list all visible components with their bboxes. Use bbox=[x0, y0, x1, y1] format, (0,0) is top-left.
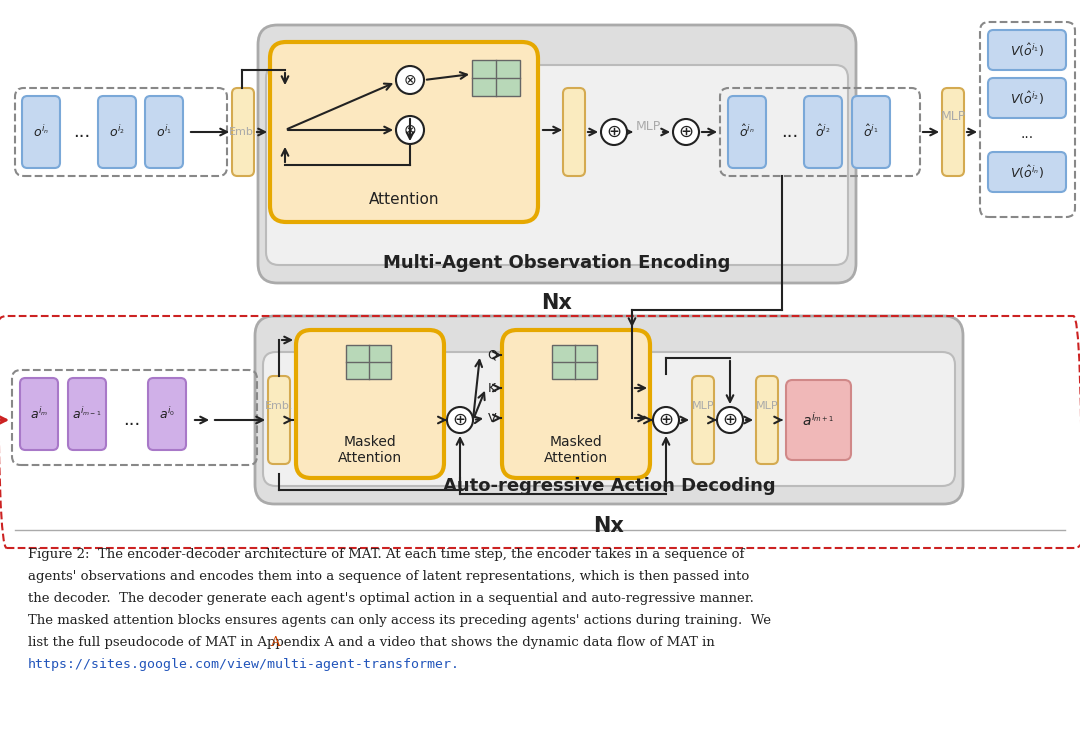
Text: $o^{i_2}$: $o^{i_2}$ bbox=[109, 124, 125, 140]
Text: ...: ... bbox=[123, 411, 140, 429]
FancyBboxPatch shape bbox=[804, 96, 842, 168]
Circle shape bbox=[396, 116, 424, 144]
Text: the decoder.  The decoder generate each agent's optimal action in a sequential a: the decoder. The decoder generate each a… bbox=[28, 592, 754, 605]
FancyBboxPatch shape bbox=[232, 88, 254, 176]
Bar bbox=[472, 60, 519, 96]
FancyBboxPatch shape bbox=[68, 378, 106, 450]
Text: https://sites.google.com/view/multi-agent-transformer.: https://sites.google.com/view/multi-agen… bbox=[28, 658, 460, 671]
FancyBboxPatch shape bbox=[988, 78, 1066, 118]
FancyBboxPatch shape bbox=[852, 96, 890, 168]
FancyBboxPatch shape bbox=[98, 96, 136, 168]
Text: $\oplus$: $\oplus$ bbox=[678, 123, 693, 141]
FancyBboxPatch shape bbox=[22, 96, 60, 168]
Text: $V(\hat{o}^{i_2})$: $V(\hat{o}^{i_2})$ bbox=[1010, 90, 1044, 107]
Bar bbox=[552, 345, 597, 379]
Text: $\hat{o}^{i_n}$: $\hat{o}^{i_n}$ bbox=[739, 124, 755, 140]
FancyBboxPatch shape bbox=[563, 88, 585, 176]
Circle shape bbox=[673, 119, 699, 145]
Text: Masked
Attention: Masked Attention bbox=[544, 435, 608, 465]
Text: $V(\hat{o}^{i_n})$: $V(\hat{o}^{i_n})$ bbox=[1010, 164, 1044, 180]
Text: $V(\hat{o}^{i_1})$: $V(\hat{o}^{i_1})$ bbox=[1010, 42, 1044, 58]
FancyBboxPatch shape bbox=[266, 65, 848, 265]
FancyBboxPatch shape bbox=[786, 380, 851, 460]
Text: $\hat{o}^{i_2}$: $\hat{o}^{i_2}$ bbox=[815, 124, 831, 140]
FancyBboxPatch shape bbox=[145, 96, 183, 168]
FancyBboxPatch shape bbox=[255, 316, 963, 504]
Text: Attention: Attention bbox=[368, 193, 440, 207]
FancyBboxPatch shape bbox=[264, 352, 955, 486]
Text: Auto-regressive Action Decoding: Auto-regressive Action Decoding bbox=[443, 477, 775, 495]
Text: Emb.: Emb. bbox=[229, 127, 257, 137]
Text: $\oplus$: $\oplus$ bbox=[453, 411, 468, 429]
Text: A: A bbox=[270, 636, 280, 649]
Circle shape bbox=[600, 119, 627, 145]
Text: Figure 2:  The encoder-decoder architecture of MAT. At each time step, the encod: Figure 2: The encoder-decoder architectu… bbox=[28, 548, 744, 561]
Circle shape bbox=[717, 407, 743, 433]
Text: $a^{i_{m+1}}$: $a^{i_{m+1}}$ bbox=[801, 411, 834, 429]
Text: ...: ... bbox=[1021, 127, 1034, 141]
Text: list the full pseudocode of MAT in Appendix A and a video that shows the dynamic: list the full pseudocode of MAT in Appen… bbox=[28, 636, 715, 649]
Text: ...: ... bbox=[73, 123, 91, 141]
Bar bbox=[346, 345, 391, 379]
Text: MLP: MLP bbox=[635, 120, 661, 134]
FancyBboxPatch shape bbox=[148, 378, 186, 450]
FancyBboxPatch shape bbox=[756, 376, 778, 464]
Text: $o^{i_1}$: $o^{i_1}$ bbox=[156, 124, 172, 140]
Text: K: K bbox=[488, 382, 496, 394]
FancyBboxPatch shape bbox=[502, 330, 650, 478]
Text: Nx: Nx bbox=[594, 516, 624, 536]
Text: $a^{i_0}$: $a^{i_0}$ bbox=[159, 406, 175, 422]
Text: V: V bbox=[488, 412, 496, 425]
Text: Emb.: Emb. bbox=[265, 401, 294, 411]
FancyBboxPatch shape bbox=[21, 378, 58, 450]
FancyBboxPatch shape bbox=[270, 42, 538, 222]
FancyBboxPatch shape bbox=[692, 376, 714, 464]
FancyBboxPatch shape bbox=[988, 30, 1066, 70]
Text: Q: Q bbox=[487, 348, 497, 361]
Text: $a^{i_{m-1}}$: $a^{i_{m-1}}$ bbox=[72, 406, 102, 422]
Text: MLP: MLP bbox=[941, 110, 966, 123]
FancyBboxPatch shape bbox=[268, 376, 291, 464]
Text: $\otimes$: $\otimes$ bbox=[403, 123, 417, 137]
Circle shape bbox=[447, 407, 473, 433]
Text: $\oplus$: $\oplus$ bbox=[723, 411, 738, 429]
FancyBboxPatch shape bbox=[296, 330, 444, 478]
Text: ...: ... bbox=[781, 123, 798, 141]
Text: Multi-Agent Observation Encoding: Multi-Agent Observation Encoding bbox=[383, 254, 731, 272]
FancyBboxPatch shape bbox=[988, 152, 1066, 192]
Text: Nx: Nx bbox=[541, 293, 572, 313]
Circle shape bbox=[396, 66, 424, 94]
FancyBboxPatch shape bbox=[942, 88, 964, 176]
FancyBboxPatch shape bbox=[258, 25, 856, 283]
Text: $o^{i_n}$: $o^{i_n}$ bbox=[33, 124, 49, 140]
Text: MLP: MLP bbox=[691, 401, 714, 411]
FancyBboxPatch shape bbox=[728, 96, 766, 168]
Text: The masked attention blocks ensures agents can only access its preceding agents': The masked attention blocks ensures agen… bbox=[28, 614, 771, 627]
Text: $\oplus$: $\oplus$ bbox=[606, 123, 622, 141]
Text: $\otimes$: $\otimes$ bbox=[403, 72, 417, 88]
Text: $a^{i_m}$: $a^{i_m}$ bbox=[30, 406, 49, 422]
Text: agents' observations and encodes them into a sequence of latent representations,: agents' observations and encodes them in… bbox=[28, 570, 750, 583]
Text: $\oplus$: $\oplus$ bbox=[659, 411, 674, 429]
Circle shape bbox=[653, 407, 679, 433]
Text: Masked
Attention: Masked Attention bbox=[338, 435, 402, 465]
Text: MLP: MLP bbox=[756, 401, 779, 411]
Text: $\hat{o}^{i_1}$: $\hat{o}^{i_1}$ bbox=[863, 124, 879, 140]
